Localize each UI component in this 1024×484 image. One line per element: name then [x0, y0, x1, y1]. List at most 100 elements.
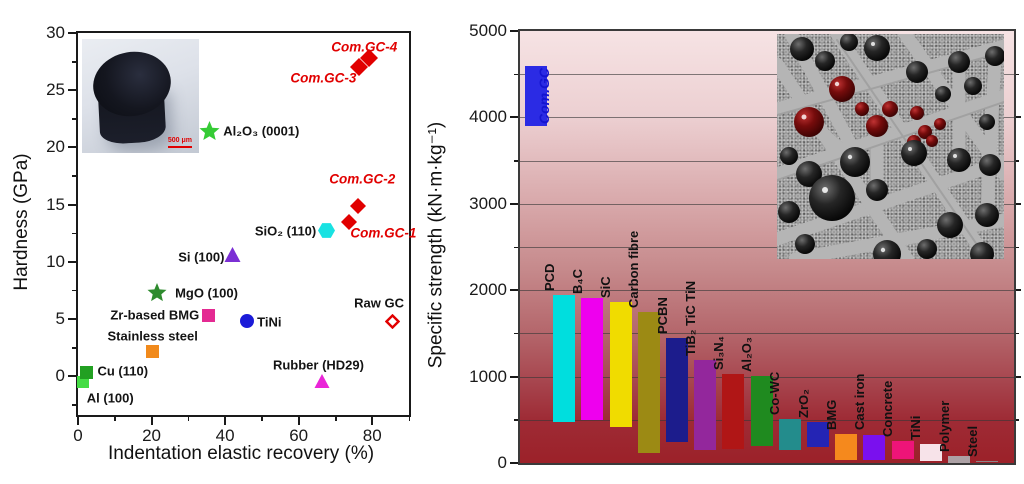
- bar-al-o-: [750, 376, 773, 446]
- bar-co-wc: [778, 418, 801, 451]
- bar-pcd: [553, 294, 576, 422]
- x-minor-tick: [187, 417, 190, 421]
- x-minor-tick: [261, 417, 263, 421]
- scale-bar-label: 500 μm: [167, 137, 192, 144]
- scatter-point-label: Com.GC-2: [329, 171, 396, 187]
- bar-label: Co-WC: [767, 371, 783, 415]
- bar-bmg: [835, 433, 858, 460]
- scatter-point-square: [146, 344, 160, 358]
- y-tick-label: 20: [46, 137, 65, 157]
- y-major-tick: [68, 375, 76, 378]
- y-tick-label: 3000: [469, 193, 507, 213]
- gridline: [520, 160, 1014, 162]
- scatter-point-diamond: [341, 213, 358, 230]
- bar-label: BMG: [823, 399, 839, 430]
- gridline: [520, 117, 1014, 119]
- scatter-point-open-diamond: [384, 313, 400, 329]
- y-major-tick: [68, 260, 76, 263]
- x-tick-label: 60: [289, 426, 309, 445]
- molecule-render: [777, 34, 1004, 259]
- y-tick-label: 4000: [469, 107, 507, 127]
- bar-sic: [609, 302, 632, 427]
- y-tick-label: 15: [46, 194, 65, 214]
- y-tick-label: 1000: [469, 366, 507, 386]
- y-right-minor-tick: [1016, 73, 1019, 76]
- x-minor-tick: [408, 417, 411, 421]
- left-x-axis-title: Indentation elastic recovery (%): [107, 443, 375, 464]
- scatter-point-label: Al (100): [86, 390, 134, 406]
- y-minor-tick: [72, 61, 76, 63]
- y-major-tick: [510, 30, 518, 32]
- x-minor-tick: [114, 417, 116, 421]
- y-minor-tick: [514, 419, 518, 421]
- bar-label: Si₃N₄: [710, 336, 726, 370]
- scatter-point-label: Com.GC-1: [350, 225, 417, 241]
- scatter-point-diamond: [350, 58, 369, 77]
- scatter-point-label: Cu (110): [97, 363, 149, 379]
- bar-pcbn: [666, 338, 688, 442]
- x-tick-label: 0: [73, 426, 83, 445]
- y-tick-label: 10: [46, 251, 65, 271]
- bar-label: Concrete: [880, 380, 896, 437]
- scatter-point-label: MgO (100): [175, 285, 238, 301]
- bar-label: ZrO₂: [795, 389, 811, 419]
- bar-label: Cast iron: [851, 374, 867, 431]
- bar-tib-tic-tin: [694, 359, 717, 451]
- y-major-tick: [510, 202, 518, 205]
- bar-label: PCBN: [654, 297, 670, 335]
- scatter-point-triangle: [314, 373, 330, 389]
- y-right-minor-tick: [1016, 419, 1019, 421]
- y-tick-label: 0: [497, 453, 507, 472]
- scatter-point-hexagon: [317, 222, 335, 239]
- x-major-tick: [224, 417, 227, 425]
- bar-cast-iron: [863, 434, 886, 461]
- scatter-plot-area: 500 μm 0 20 40 60 80 0 5 10 15 20 25 30 Com.GC-4 Com.…: [46, 23, 416, 445]
- scatter-point-label: Raw GC: [354, 295, 404, 311]
- y-major-tick: [510, 116, 518, 119]
- bar-label: Al₂O₃: [739, 337, 755, 373]
- sample-photo-inset: 500 μm: [82, 39, 199, 153]
- bar-label: Com.GC: [536, 67, 552, 124]
- y-minor-tick: [72, 289, 76, 292]
- y-minor-tick: [72, 347, 76, 349]
- x-major-tick: [77, 417, 79, 425]
- y-tick-label: 30: [46, 23, 65, 42]
- y-right-tick: [1016, 289, 1021, 292]
- scale-bar: 500 μm: [168, 137, 192, 148]
- bar-tini: [919, 443, 942, 462]
- y-tick-label: 0: [55, 366, 65, 386]
- scatter-point-star: [147, 282, 167, 303]
- y-major-tick: [510, 462, 518, 464]
- x-tick-label: 40: [215, 426, 235, 445]
- y-major-tick: [68, 32, 76, 34]
- bar-si-n-: [722, 374, 745, 449]
- bar-label: SiC: [598, 276, 614, 299]
- bar-chart-area: 0 1000 2000 3000 4000 5000 Com.GC PCD B₄C SiC Carb…: [469, 21, 1021, 472]
- scatter-point-circle: [240, 314, 255, 329]
- bar-polymer: [948, 455, 970, 463]
- scatter-point-label: TiNi: [257, 314, 282, 330]
- y-minor-tick: [72, 118, 76, 120]
- y-major-tick: [68, 203, 76, 206]
- scatter-point-square: [201, 309, 215, 322]
- bar-label: Polymer: [936, 400, 952, 452]
- bar-zro-: [807, 422, 829, 447]
- molecular-structure-inset: [777, 34, 1004, 259]
- x-tick-label: 20: [142, 426, 162, 445]
- scatter-point-label: SiO₂ (110): [254, 223, 317, 239]
- gridline: [520, 74, 1014, 76]
- gridline: [520, 290, 1014, 292]
- scatter-point-label: Rubber (HD29): [272, 357, 364, 373]
- x-minor-tick: [334, 417, 337, 421]
- scatter-point-star: [199, 120, 220, 142]
- x-tick-label: 80: [362, 426, 382, 445]
- scatter-point-label: Si (100): [178, 249, 225, 265]
- y-major-tick: [510, 375, 518, 378]
- right-y-axis-title: Specific strength (kN·m·kg⁻¹): [425, 121, 447, 369]
- y-minor-tick: [514, 160, 518, 162]
- y-minor-tick: [72, 232, 76, 235]
- scatter-point-label: Zr-based BMG: [110, 307, 200, 323]
- y-major-tick: [68, 89, 76, 92]
- y-right-minor-tick: [1016, 160, 1019, 162]
